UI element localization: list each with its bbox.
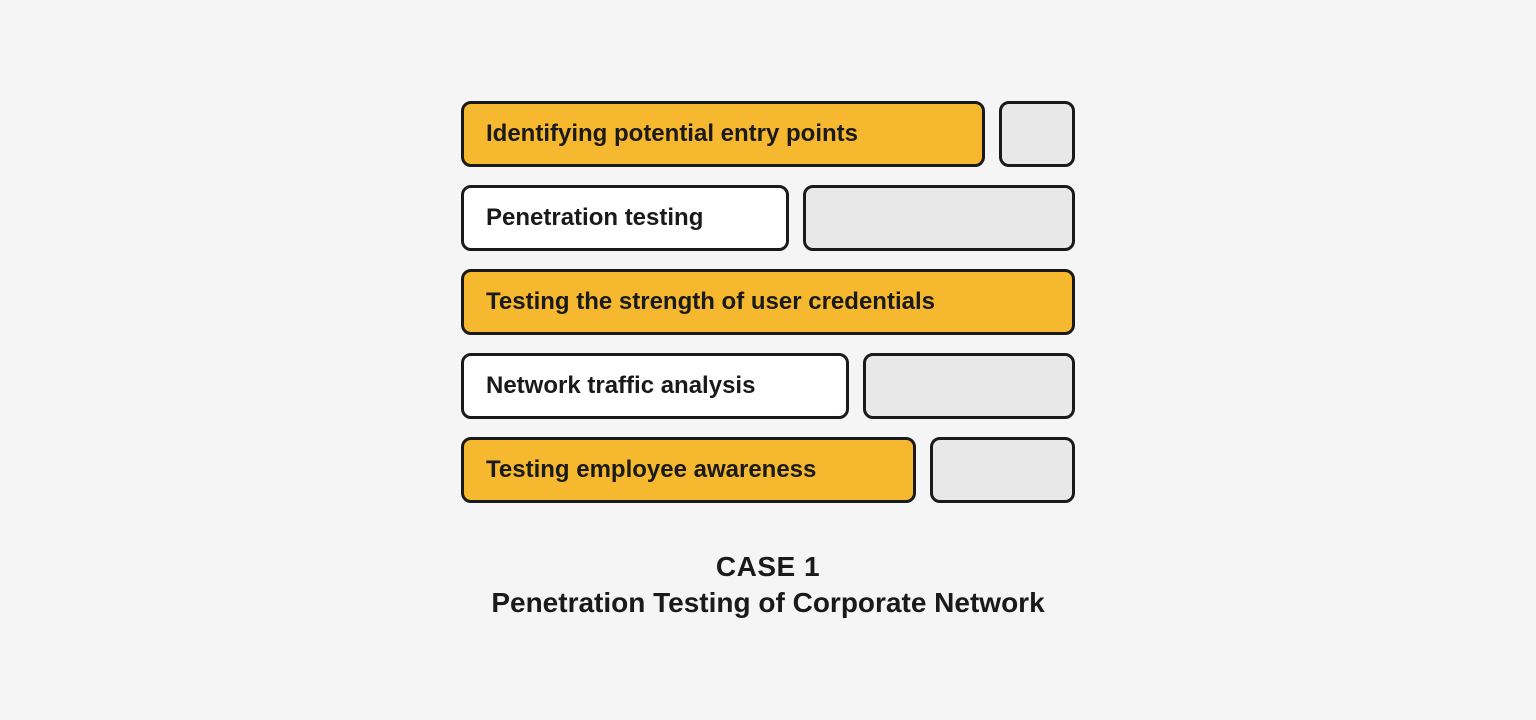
- caption-line2: Penetration Testing of Corporate Network: [491, 587, 1044, 619]
- row-1: Penetration testing: [461, 185, 1075, 251]
- row-label-3: Network traffic analysis: [461, 353, 849, 419]
- row-remainder-1: [803, 185, 1075, 251]
- row-2: Testing the strength of user credentials: [461, 269, 1075, 335]
- row-label-1: Penetration testing: [461, 185, 789, 251]
- row-label-2: Testing the strength of user credentials: [461, 269, 1075, 335]
- row-label-0: Identifying potential entry points: [461, 101, 985, 167]
- row-remainder-4: [930, 437, 1075, 503]
- row-label-4: Testing employee awareness: [461, 437, 916, 503]
- row-0: Identifying potential entry points: [461, 101, 1075, 167]
- row-remainder-0: [999, 101, 1075, 167]
- row-remainder-3: [863, 353, 1075, 419]
- caption: CASE 1 Penetration Testing of Corporate …: [491, 551, 1044, 619]
- row-3: Network traffic analysis: [461, 353, 1075, 419]
- rows-container: Identifying potential entry points Penetr…: [461, 101, 1075, 503]
- row-4: Testing employee awareness: [461, 437, 1075, 503]
- diagram-container: Identifying potential entry points Penetr…: [461, 101, 1075, 619]
- caption-line1: CASE 1: [491, 551, 1044, 583]
